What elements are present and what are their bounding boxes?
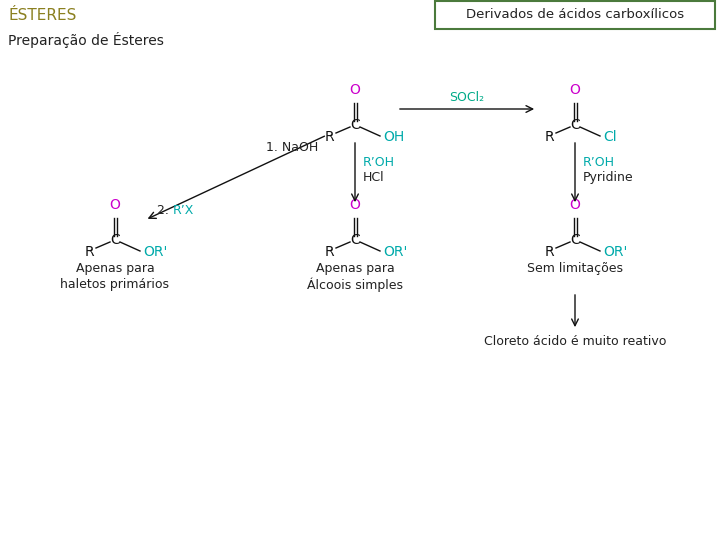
Text: 2.: 2. [157,204,173,217]
Text: O: O [570,198,580,212]
Text: C: C [570,233,580,247]
Text: O: O [350,83,361,97]
Text: 1. NaOH: 1. NaOH [266,141,318,154]
Text: R: R [544,130,554,144]
Text: Pyridine: Pyridine [583,171,634,184]
Text: SOCl₂: SOCl₂ [449,91,485,104]
Text: haletos primários: haletos primários [60,278,169,291]
Text: R’OH: R’OH [583,156,615,169]
Text: Derivados de ácidos carboxílicos: Derivados de ácidos carboxílicos [466,9,684,22]
Text: O: O [570,83,580,97]
Text: R: R [324,130,334,144]
Text: R’X: R’X [173,204,194,217]
Text: O: O [350,198,361,212]
Text: Apenas para: Apenas para [315,262,395,275]
Text: ÉSTERES: ÉSTERES [8,8,76,23]
Text: C: C [570,118,580,132]
Text: C: C [110,233,120,247]
Text: Cl: Cl [603,130,616,144]
Text: C: C [350,233,360,247]
Text: Preparação de Ésteres: Preparação de Ésteres [8,32,164,48]
Text: Álcoois simples: Álcoois simples [307,278,403,293]
Text: Cloreto ácido é muito reativo: Cloreto ácido é muito reativo [484,335,666,348]
Text: OR': OR' [383,245,408,259]
Text: HCl: HCl [363,171,384,184]
Text: R: R [324,245,334,259]
Text: O: O [109,198,120,212]
FancyBboxPatch shape [435,1,715,29]
Text: OR': OR' [143,245,167,259]
Text: R’OH: R’OH [363,156,395,169]
Text: Sem limitações: Sem limitações [527,262,623,275]
Text: R: R [84,245,94,259]
Text: C: C [350,118,360,132]
Text: R: R [544,245,554,259]
Text: OR': OR' [603,245,627,259]
Text: OH: OH [383,130,404,144]
Text: Apenas para: Apenas para [76,262,154,275]
